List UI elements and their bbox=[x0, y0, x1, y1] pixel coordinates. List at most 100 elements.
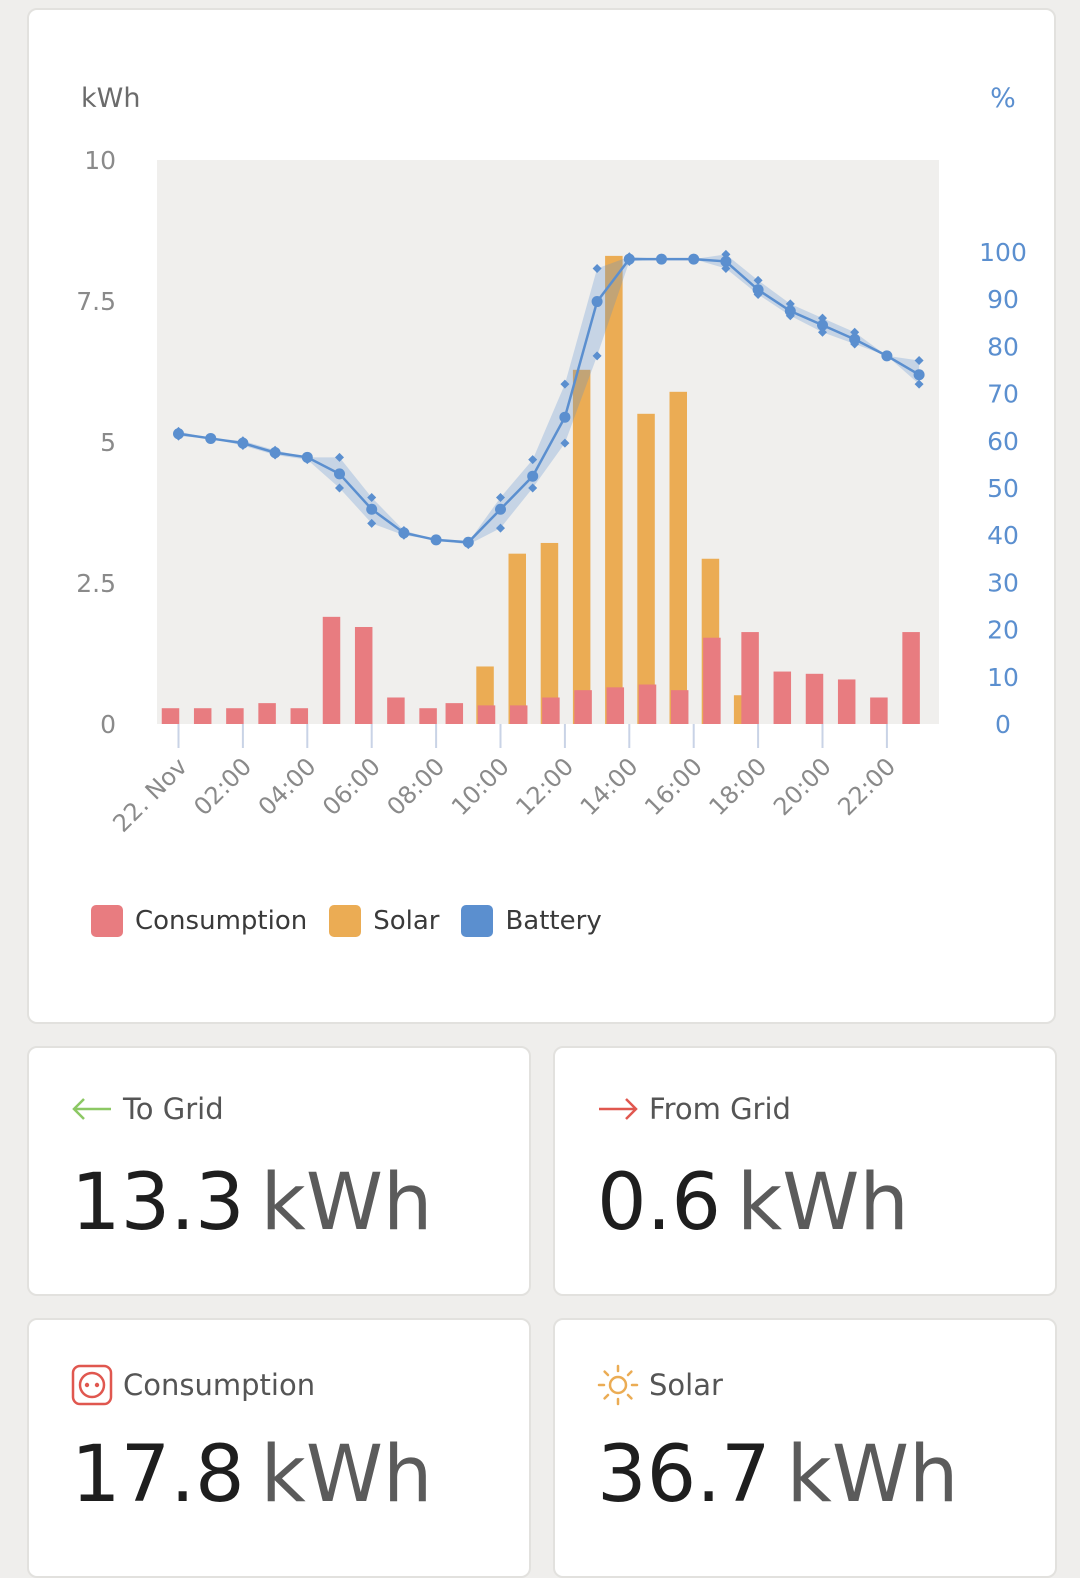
legend-item-solar[interactable]: Solar bbox=[329, 905, 439, 937]
solar-bar bbox=[508, 553, 526, 724]
battery-range-marker bbox=[914, 356, 924, 366]
to-grid-card: To Grid 13.3 kWh bbox=[27, 1046, 531, 1296]
consumption-bar bbox=[477, 705, 496, 724]
solar-bar bbox=[637, 413, 655, 724]
battery-range-marker bbox=[721, 264, 731, 274]
legend-label: Consumption bbox=[135, 906, 308, 936]
x-tick-label: 08:00 bbox=[382, 752, 451, 821]
y-left-tick-label: 10 bbox=[84, 146, 116, 175]
y-right-tick-label: 0 bbox=[995, 710, 1011, 739]
battery-point bbox=[495, 503, 506, 515]
from-grid-label-row: From Grid bbox=[597, 1092, 791, 1126]
solar-label-row: Solar bbox=[597, 1364, 723, 1406]
from-grid-value: 0.6 kWh bbox=[597, 1158, 909, 1248]
battery-range-marker bbox=[624, 256, 634, 266]
legend-swatch-consumption bbox=[91, 905, 123, 937]
battery-range-marker bbox=[238, 436, 248, 446]
consumption-bar bbox=[419, 708, 437, 724]
battery-point bbox=[334, 468, 345, 480]
y-right-tick-label: 30 bbox=[987, 568, 1019, 597]
battery-range-marker bbox=[528, 455, 538, 465]
consumption-bar bbox=[445, 703, 464, 724]
battery-point bbox=[849, 333, 861, 345]
x-tick-label: 12:00 bbox=[510, 752, 579, 821]
y-right-tick-label: 50 bbox=[987, 474, 1019, 503]
battery-range-marker bbox=[753, 289, 763, 299]
battery-range-marker bbox=[914, 379, 924, 389]
battery-point bbox=[366, 503, 378, 515]
legend-item-consumption[interactable]: Consumption bbox=[91, 905, 307, 937]
legend-label: Battery bbox=[505, 906, 602, 936]
battery-range-marker bbox=[238, 441, 248, 451]
consumption-bar bbox=[741, 632, 759, 724]
consumption-bar bbox=[773, 671, 792, 724]
legend-swatch-battery bbox=[461, 905, 494, 937]
y-right-tick-label: 70 bbox=[987, 380, 1019, 409]
x-tick-label: 22. Nov bbox=[107, 752, 192, 837]
y-left-tick-label: 5 bbox=[100, 428, 116, 457]
x-tick-label: 18:00 bbox=[704, 752, 773, 821]
consumption-bar bbox=[703, 637, 721, 724]
y-right-tick-label: 20 bbox=[987, 616, 1019, 645]
battery-range-marker bbox=[850, 327, 860, 337]
battery-range-marker bbox=[624, 252, 634, 262]
battery-range-marker bbox=[431, 535, 441, 545]
consumption-bar bbox=[805, 673, 824, 724]
battery-point bbox=[913, 369, 925, 381]
solar-label: Solar bbox=[649, 1368, 723, 1402]
consumption-bar bbox=[670, 690, 689, 724]
solar-number: 36.7 bbox=[597, 1430, 771, 1520]
to-grid-label-row: To Grid bbox=[71, 1092, 224, 1126]
y-left-axis-label: kWh bbox=[81, 83, 140, 114]
battery-range-marker bbox=[689, 254, 699, 264]
consumption-card: Consumption 17.8 kWh bbox=[27, 1318, 531, 1578]
battery-range-marker bbox=[463, 537, 473, 547]
battery-range-marker bbox=[753, 275, 763, 285]
battery-point bbox=[817, 319, 828, 331]
solar-bar bbox=[605, 255, 623, 724]
power-socket-icon bbox=[71, 1364, 113, 1406]
battery-range-marker bbox=[592, 351, 602, 361]
battery-range-marker bbox=[270, 445, 280, 455]
battery-point bbox=[752, 284, 764, 296]
solar-bar bbox=[669, 391, 687, 724]
consumption-label: Consumption bbox=[123, 1368, 316, 1402]
to-grid-unit: kWh bbox=[260, 1158, 433, 1248]
solar-card: Solar 36.7 kWh bbox=[553, 1318, 1057, 1578]
battery-range-marker bbox=[206, 433, 216, 443]
solar-unit: kWh bbox=[786, 1430, 959, 1520]
consumption-bar bbox=[354, 626, 373, 724]
battery-point bbox=[720, 255, 732, 267]
battery-point bbox=[559, 411, 571, 423]
battery-range-marker bbox=[785, 311, 795, 321]
y-left-tick-label: 7.5 bbox=[76, 287, 116, 316]
energy-chart: kWh107.552.50%100908070605040302010022. … bbox=[76, 83, 1027, 838]
y-right-tick-label: 80 bbox=[987, 332, 1019, 361]
consumption-bar bbox=[322, 616, 341, 724]
battery-range-marker bbox=[496, 523, 505, 533]
arrow-right-icon bbox=[599, 1098, 638, 1120]
consumption-bar bbox=[387, 697, 405, 724]
from-grid-card: From Grid 0.6 kWh bbox=[553, 1046, 1057, 1296]
consumption-label-row: Consumption bbox=[71, 1364, 315, 1406]
solar-bar bbox=[572, 369, 591, 724]
battery-range-marker bbox=[818, 313, 827, 323]
battery-range-marker bbox=[367, 492, 377, 502]
legend-item-battery[interactable]: Battery bbox=[461, 905, 602, 937]
battery-range-marker bbox=[302, 452, 312, 462]
consumption-bar bbox=[509, 705, 528, 724]
battery-range-marker bbox=[818, 327, 827, 337]
consumption-value: 17.8 kWh bbox=[71, 1430, 432, 1520]
to-grid-number: 13.3 bbox=[71, 1158, 245, 1248]
y-right-tick-label: 40 bbox=[987, 521, 1019, 550]
battery-range-marker bbox=[785, 299, 795, 309]
consumption-number: 17.8 bbox=[71, 1430, 245, 1520]
consumption-bar bbox=[226, 708, 244, 724]
battery-range-marker bbox=[174, 426, 183, 436]
to-grid-label: To Grid bbox=[123, 1092, 224, 1126]
battery-range-marker bbox=[270, 450, 280, 460]
x-tick-label: 06:00 bbox=[317, 752, 386, 821]
y-left-tick-label: 2.5 bbox=[76, 569, 116, 598]
arrow-left-icon bbox=[72, 1098, 111, 1120]
sun-icon bbox=[597, 1364, 639, 1406]
